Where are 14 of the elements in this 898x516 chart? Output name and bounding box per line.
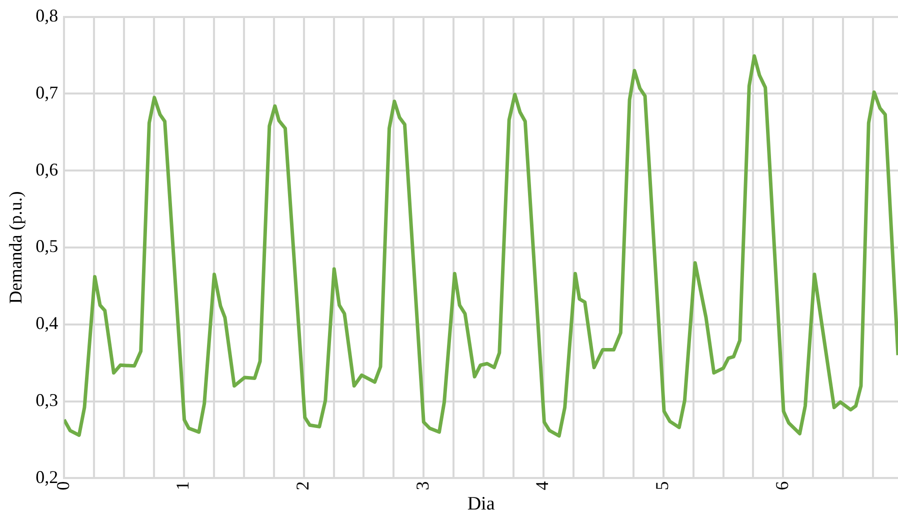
y-tick-label: 0,8	[36, 6, 58, 26]
x-tick-label: 1	[172, 481, 193, 490]
x-tick-label: 5	[652, 481, 672, 490]
x-tick-label: 6	[772, 481, 792, 490]
x-axis-title: Dia	[467, 494, 496, 515]
y-tick-label: 0,4	[36, 313, 58, 334]
y-tick-label: 0,5	[36, 236, 58, 256]
y-tick-label: 0,6	[36, 159, 58, 180]
x-tick-label: 3	[412, 481, 432, 490]
x-tick-label: 2	[292, 481, 313, 490]
y-tick-label: 0,7	[36, 82, 58, 102]
y-axis-title: Demanda (p.u.)	[6, 191, 26, 304]
x-tick-label: 4	[532, 481, 552, 490]
y-tick-label: 0,3	[36, 390, 58, 410]
